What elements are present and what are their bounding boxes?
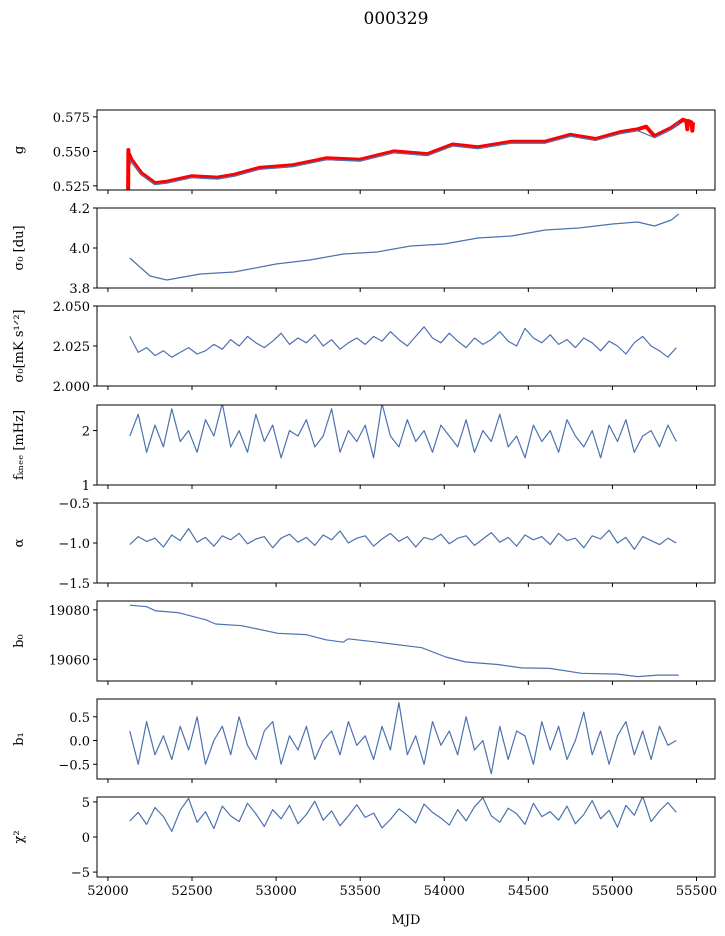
x-tick-label: 55500 <box>676 884 717 899</box>
y-tick-label: 19060 <box>49 653 90 668</box>
x-tick-label: 55000 <box>592 884 633 899</box>
y-axis-label: b₁ <box>12 732 27 746</box>
axes-frame <box>96 698 716 780</box>
y-axis-label: fₖₙₑₑ [mHz] <box>12 410 27 480</box>
y-axis-label: g <box>12 146 27 154</box>
series-line-data <box>129 121 680 186</box>
y-tick-label: 4.2 <box>69 202 90 217</box>
y-tick-label: 0.575 <box>53 111 90 126</box>
panel-4: −1.5 −1.0 −0.5 α <box>12 497 716 592</box>
axes-frame <box>96 600 716 682</box>
x-tick-label: 52500 <box>171 884 212 899</box>
y-tick-label: 0 <box>82 831 90 846</box>
x-tick-label: 53000 <box>255 884 296 899</box>
series-line-data <box>129 405 677 459</box>
y-tick-label: 2.025 <box>53 340 90 355</box>
x-tick-label: 54000 <box>424 884 465 899</box>
y-tick-label: −1.0 <box>58 537 90 552</box>
series-line-data <box>129 797 677 833</box>
series-line-data <box>129 326 677 358</box>
x-tick-label: 54500 <box>508 884 549 899</box>
y-tick-label: 5 <box>82 796 90 811</box>
y-tick-label: 0.525 <box>53 180 90 195</box>
y-tick-label: −5 <box>71 866 90 881</box>
y-tick-label: 1 <box>82 479 90 494</box>
panel-7: −5 0 5 52000 52500 53000 53500 54000 54500 55000 5… <box>12 796 717 899</box>
y-tick-label: 2.050 <box>53 300 90 315</box>
chart-title: 000329 <box>364 9 429 29</box>
axes-frame <box>96 796 716 878</box>
series-line-model <box>126 117 696 190</box>
panel-5: 19060 19080 b₀ <box>12 600 716 685</box>
y-tick-label: 4.0 <box>69 242 90 257</box>
y-tick-label: −1.5 <box>58 577 90 592</box>
panel-2: 2.000 2.025 2.050 σ₀[mK s¹ᐟ²] <box>12 300 716 395</box>
y-tick-label: 0.0 <box>69 735 90 750</box>
y-tick-label: −0.5 <box>58 497 90 512</box>
y-axis-label: χ² <box>12 830 27 843</box>
x-tick-label: 52000 <box>87 884 128 899</box>
y-axis-label: σ₀ [du] <box>12 225 27 270</box>
axes-frame <box>96 109 716 191</box>
series-line-data <box>129 604 679 678</box>
x-tick-label: 53500 <box>339 884 380 899</box>
y-axis-label: σ₀[mK s¹ᐟ²] <box>12 310 27 383</box>
panel-6: −0.5 0.0 0.5 b₁ <box>12 698 716 783</box>
y-tick-label: −0.5 <box>58 758 90 773</box>
series-line-data <box>129 527 677 551</box>
axes-frame <box>96 502 716 584</box>
y-tick-label: 19080 <box>49 604 90 619</box>
series-line-data <box>129 213 680 281</box>
y-axis-label: α <box>12 538 27 547</box>
y-tick-label: 0.550 <box>53 145 90 160</box>
x-axis-label: MJD <box>392 913 421 928</box>
panel-1: 3.8 4.0 4.2 σ₀ [du] <box>12 202 716 297</box>
y-tick-label: 0.5 <box>69 711 90 726</box>
axes-frame <box>96 404 716 486</box>
y-tick-label: 2.000 <box>53 380 90 395</box>
y-axis-label: b₀ <box>12 634 27 648</box>
y-tick-label: 3.8 <box>69 282 90 297</box>
panel-0: 0.525 0.550 0.575 g <box>12 109 716 195</box>
axes-frame <box>96 305 716 387</box>
panel-3: 1 2 fₖₙₑₑ [mHz] <box>12 404 716 494</box>
y-tick-label: 2 <box>82 425 90 440</box>
series-line-data <box>129 701 677 775</box>
